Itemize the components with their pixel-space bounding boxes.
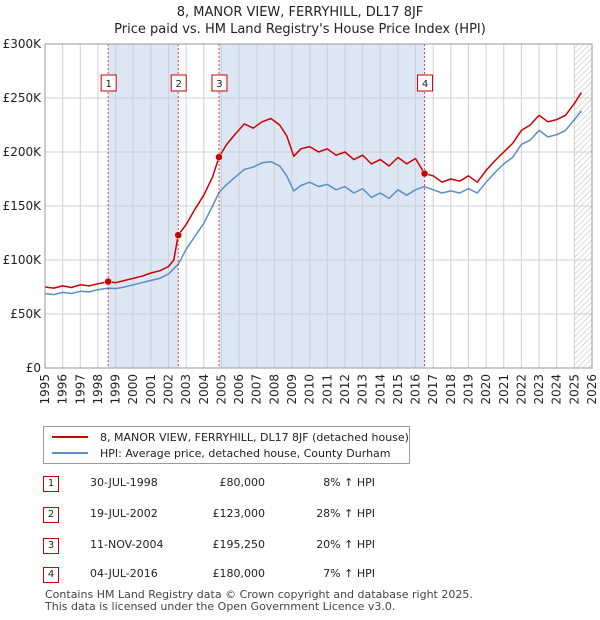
sale-label-box (211, 74, 228, 92)
table-row: 3 11-NOV-2004 £195,250 20% ↑ HPI (40, 538, 440, 554)
x-tick-label: 2000 (126, 374, 140, 405)
footer-licence: This data is licensed under the Open Gov… (45, 600, 396, 613)
hpi-line (44, 110, 582, 296)
x-tick-label: 2009 (285, 374, 299, 405)
x-tick-label: 2001 (144, 374, 158, 405)
footer-copyright: Contains HM Land Registry data © Crown c… (45, 588, 473, 601)
x-tick-label: 2019 (461, 374, 475, 405)
x-tick-label: 1995 (38, 374, 52, 405)
x-tick-label: 2010 (303, 374, 317, 405)
x-tick-label: 2025 (567, 374, 581, 405)
row-date: 04-JUL-2016 (90, 567, 158, 580)
plot-frame (44, 43, 593, 369)
property-price-line (44, 92, 583, 289)
x-tick-label: 2020 (479, 374, 493, 405)
x-tick-label: 2022 (514, 374, 528, 405)
row-marker: 3 (43, 538, 59, 554)
y-tick-label: £50K (10, 307, 42, 321)
x-tick-label: 2004 (197, 374, 211, 405)
legend: 8, MANOR VIEW, FERRYHILL, DL17 8JF (deta… (43, 426, 410, 464)
x-tick-label: 2005 (214, 374, 228, 405)
sale-label-box (170, 74, 187, 92)
row-hpi: 20% ↑ HPI (316, 538, 375, 551)
title-line-1: 8, MANOR VIEW, FERRYHILL, DL17 8JF (176, 5, 424, 20)
row-date: 19-JUL-2002 (90, 507, 158, 520)
sale-label: 2 (176, 79, 182, 90)
x-tick-label: 2024 (550, 374, 564, 405)
x-tick-label: 2017 (426, 374, 440, 405)
sale-label-box (100, 74, 117, 92)
x-tick-label: 2012 (338, 374, 352, 405)
y-tick-label: £0 (26, 361, 41, 375)
chart-title: 8, MANOR VIEW, FERRYHILL, DL17 8JF Price… (0, 4, 600, 38)
row-marker: 2 (43, 507, 59, 523)
x-tick-label: 2008 (267, 374, 281, 405)
x-tick-label: 2026 (585, 374, 599, 405)
row-price: £195,250 (212, 538, 266, 551)
legend-item-property: 8, MANOR VIEW, FERRYHILL, DL17 8JF (deta… (52, 429, 409, 445)
x-tick-label: 2006 (232, 374, 246, 405)
row-price: £180,000 (212, 567, 266, 580)
legend-item-hpi: HPI: Average price, detached house, Coun… (52, 445, 391, 461)
x-tick-label: 1998 (91, 374, 105, 405)
x-tick-label: 2021 (497, 374, 511, 405)
x-tick-label: 2014 (373, 374, 387, 405)
sale-label-box (417, 74, 434, 92)
x-tick-label: 2015 (391, 374, 405, 405)
legend-label-hpi: HPI: Average price, detached house, Coun… (100, 446, 391, 460)
row-hpi: 28% ↑ HPI (316, 507, 375, 520)
price-chart: 1 2 3 4 £0 £50K £100K £150K £200K £250K £300K 1995… (3, 37, 599, 405)
y-tick-label: £150K (3, 199, 43, 213)
sale-label: 3 (216, 79, 222, 90)
row-date: 30-JUL-1998 (90, 476, 158, 489)
row-price: £80,000 (219, 476, 266, 489)
footer: Contains HM Land Registry data © Crown c… (45, 589, 473, 613)
title-line-2: Price paid vs. HM Land Registry's House … (114, 22, 486, 37)
sale-point (215, 153, 223, 161)
legend-swatch-hpi (52, 452, 88, 454)
x-tick-label: 2023 (532, 374, 546, 405)
table-row: 4 04-JUL-2016 £180,000 7% ↑ HPI (40, 567, 440, 583)
sale-label: 1 (105, 79, 111, 90)
x-tick-label: 2016 (409, 374, 423, 405)
x-tick-label: 2013 (356, 374, 370, 405)
sale-label: 4 (422, 79, 428, 90)
x-tick-label: 2018 (444, 374, 458, 405)
x-tick-label: 1999 (109, 374, 123, 405)
y-tick-label: £250K (3, 91, 43, 105)
legend-swatch-property (52, 436, 88, 438)
sale-point (104, 277, 112, 286)
row-marker: 1 (43, 476, 59, 492)
legend-label-property: 8, MANOR VIEW, FERRYHILL, DL17 8JF (deta… (100, 430, 409, 444)
y-tick-label: £200K (3, 145, 43, 159)
table-row: 1 30-JUL-1998 £80,000 8% ↑ HPI (40, 476, 440, 492)
y-tick-label: £100K (3, 253, 43, 267)
y-tick-label: £300K (3, 37, 43, 51)
row-price: £123,000 (212, 507, 266, 520)
row-date: 11-NOV-2004 (90, 538, 164, 551)
x-tick-label: 2007 (250, 374, 264, 405)
x-tick-label: 2002 (162, 374, 176, 405)
x-tick-label: 1997 (73, 374, 87, 405)
sale-point (420, 169, 429, 178)
row-marker: 4 (43, 567, 59, 583)
sale-point (174, 231, 182, 239)
table-row: 2 19-JUL-2002 £123,000 28% ↑ HPI (40, 507, 440, 523)
x-tick-label: 2011 (320, 374, 334, 405)
x-tick-label: 1996 (56, 374, 70, 405)
row-hpi: 7% ↑ HPI (323, 567, 375, 580)
row-hpi: 8% ↑ HPI (323, 476, 375, 489)
x-tick-label: 2003 (179, 374, 193, 405)
